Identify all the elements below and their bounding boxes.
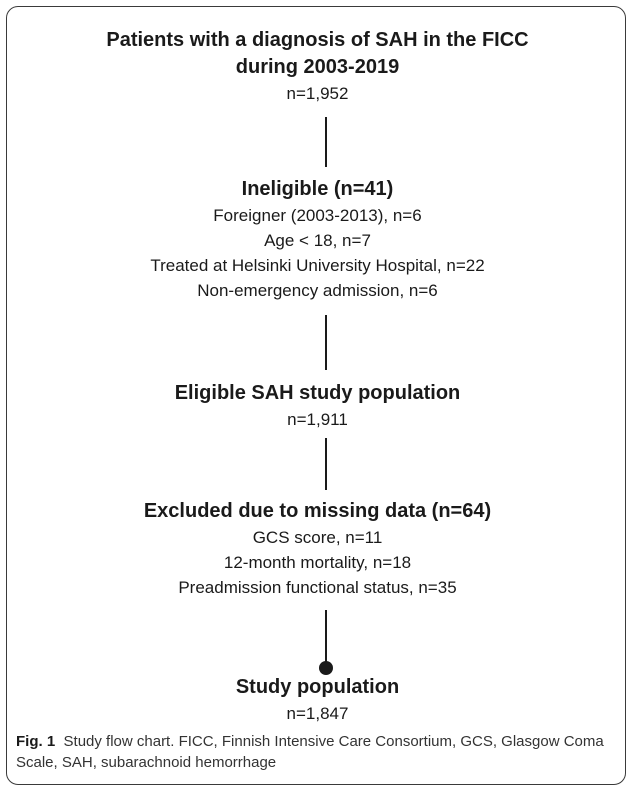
box-title-line: Study population [235, 676, 400, 698]
figure-frame [6, 6, 626, 785]
box-detail-line: 12-month mortality, n=18 [223, 553, 412, 572]
box-count: n=1,847 [286, 704, 349, 723]
connector-line [325, 117, 327, 167]
box-detail-line: Preadmission functional status, n=35 [178, 578, 457, 597]
flow-box-excluded: Excluded due to missing data (n=64) GCS … [0, 498, 635, 600]
box-count: n=1,911 [287, 410, 348, 429]
flow-box-all-patients: Patients with a diagnosis of SAH in the … [0, 27, 635, 106]
box-title-line: Eligible SAH study population [174, 382, 461, 404]
box-detail-line: Non-emergency admission, n=6 [197, 281, 438, 300]
box-title-line: Patients with a diagnosis of SAH in the … [106, 29, 529, 51]
caption-label: Fig. 1 [16, 733, 56, 750]
connector-end-dot [319, 661, 333, 675]
connector-line [325, 438, 327, 490]
box-detail-line: Age < 18, n=7 [264, 231, 371, 250]
caption-text: Study flow chart. FICC, Finnish Intensiv… [16, 733, 604, 771]
flow-box-ineligible: Ineligible (n=41) Foreigner (2003-2013),… [0, 176, 635, 303]
box-count: n=1,952 [286, 84, 349, 103]
box-title-line: Excluded due to missing data (n=64) [143, 500, 492, 522]
box-detail-line: Treated at Helsinki University Hospital,… [150, 256, 485, 275]
flow-box-eligible: Eligible SAH study population n=1,911 [0, 380, 635, 432]
box-title-line: Ineligible (n=41) [241, 178, 394, 200]
box-title-line: during 2003-2019 [235, 56, 400, 78]
connector-line [325, 315, 327, 370]
box-detail-line: GCS score, n=11 [252, 528, 383, 547]
flow-box-study-population: Study population n=1,847 [0, 674, 635, 726]
connector-line [325, 610, 327, 668]
figure-caption: Fig. 1 Study flow chart. FICC, Finnish I… [16, 731, 616, 773]
box-detail-line: Foreigner (2003-2013), n=6 [213, 206, 422, 225]
